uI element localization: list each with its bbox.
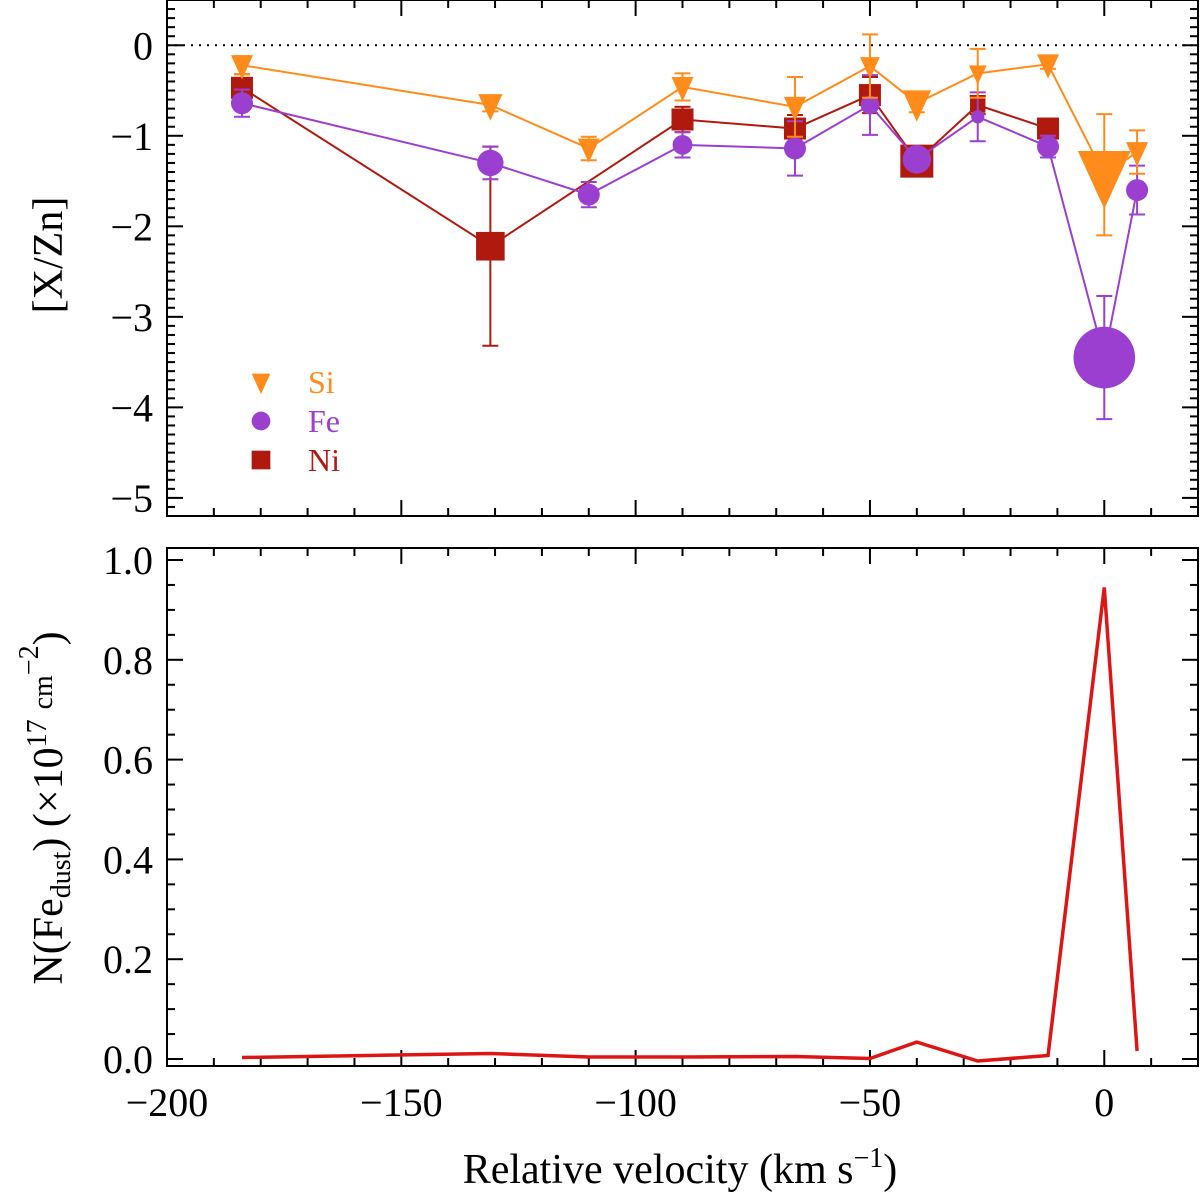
legend-ni-marker xyxy=(251,450,271,470)
legend-ni-label: Ni xyxy=(308,442,340,478)
legend-fe-marker xyxy=(251,411,271,431)
y-title-part-c: cm xyxy=(28,675,59,709)
x-title-main: Relative velocity (km s xyxy=(463,1147,854,1193)
fe-marker xyxy=(1073,326,1136,389)
bottom-y-tick-label: 0.2 xyxy=(103,937,153,982)
y-title-sup2: −2 xyxy=(14,645,45,675)
top-y-axis-title: [X/Zn] xyxy=(26,197,72,314)
y-title-sub: dust xyxy=(46,851,77,898)
x-axis-title: Relative velocity (km s−1) xyxy=(463,1143,898,1193)
y-title-part-d: ) xyxy=(26,631,72,645)
si-marker xyxy=(230,55,253,80)
si-marker xyxy=(478,94,503,121)
bottom-x-tick-label: −200 xyxy=(126,1080,209,1125)
x-title-close: ) xyxy=(883,1147,897,1193)
si-marker xyxy=(1037,54,1060,79)
legend-si-label: Si xyxy=(308,364,335,400)
y-title-sup1: 17 xyxy=(22,719,53,747)
si-marker xyxy=(671,77,694,102)
si-marker xyxy=(1077,150,1131,210)
top-y-tick-label: −5 xyxy=(110,476,153,521)
fe-marker xyxy=(971,110,985,124)
fe-dust-column-line xyxy=(241,587,1139,1063)
fe-marker xyxy=(672,134,693,155)
top-y-tick-label: −1 xyxy=(110,114,153,159)
si-marker xyxy=(902,90,932,122)
legend-fe-label: Fe xyxy=(308,403,340,439)
y-title-part-a: N(Fe xyxy=(26,898,72,984)
fe-marker xyxy=(902,145,932,174)
bottom-y-tick-label: 0.0 xyxy=(103,1037,153,1082)
ni-marker xyxy=(1037,117,1060,140)
si-marker xyxy=(783,96,806,122)
bottom-x-tick-label: −50 xyxy=(839,1080,902,1125)
fe-marker xyxy=(783,137,806,160)
ni-marker xyxy=(476,231,505,261)
top-y-tick-label: −3 xyxy=(110,295,153,340)
top-y-tick-label: −2 xyxy=(110,204,153,249)
fe-marker xyxy=(1037,135,1060,158)
fe-marker xyxy=(577,183,600,206)
bottom-plot-frame xyxy=(166,547,1199,1067)
bottom-y-tick-label: 0.8 xyxy=(103,638,153,683)
bottom-y-tick-label: 1.0 xyxy=(103,538,153,583)
top-y-tick-label: 0 xyxy=(133,23,153,68)
ni-marker xyxy=(671,108,694,131)
series-ni xyxy=(230,73,1060,347)
bottom-panel: 0.0 0.2 0.4 0.6 0.8 1.0 −200 −150 −100 −50 0 xyxy=(103,538,1199,1125)
bottom-x-tick-label: −100 xyxy=(594,1080,677,1125)
fe-marker xyxy=(230,92,253,115)
si-marker xyxy=(1126,142,1149,167)
bottom-x-tick-label: −150 xyxy=(360,1080,443,1125)
ni-connecting-line xyxy=(241,86,1049,248)
bottom-y-axis-title: N(Fedust) (×1017 cm−2) xyxy=(14,631,77,984)
fe-marker xyxy=(1126,179,1149,202)
series-si xyxy=(230,33,1149,237)
fe-marker xyxy=(860,95,880,115)
bottom-y-tick-label: 0.6 xyxy=(103,738,153,783)
y-title-part-b: ) (×10 xyxy=(26,747,72,851)
x-title-sup: −1 xyxy=(853,1143,883,1174)
bottom-x-tick-label: 0 xyxy=(1094,1080,1114,1125)
legend-si-marker xyxy=(251,373,271,395)
ni-marker xyxy=(230,76,253,99)
fe-marker xyxy=(477,149,504,177)
top-y-tick-label: −4 xyxy=(110,385,153,430)
bottom-y-tick-label: 0.4 xyxy=(103,837,153,882)
si-marker xyxy=(968,65,987,85)
si-marker xyxy=(577,138,600,163)
si-marker xyxy=(860,57,880,79)
